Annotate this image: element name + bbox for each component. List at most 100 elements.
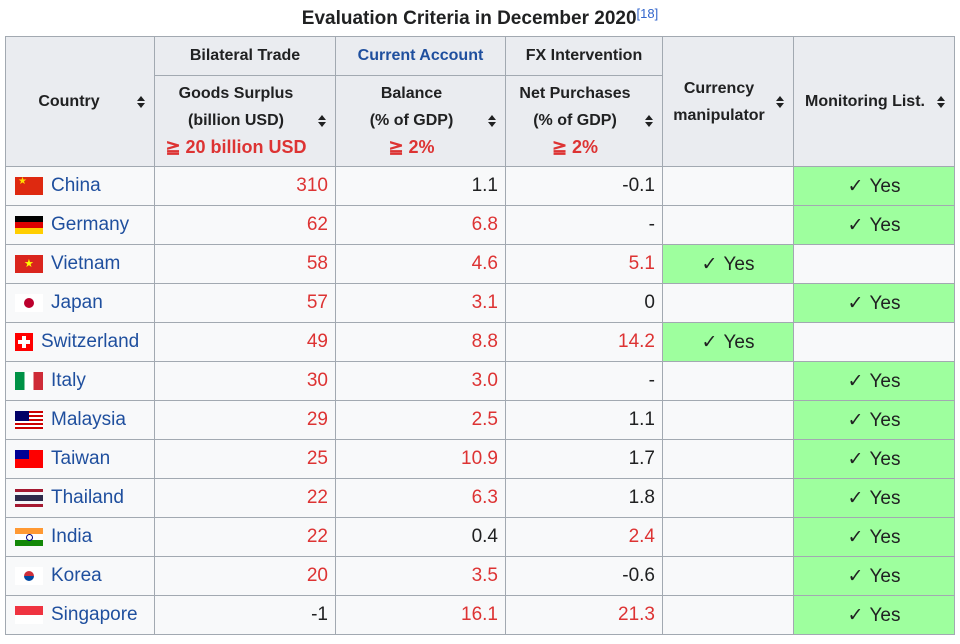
balance-cell: 3.1 bbox=[335, 283, 506, 323]
sort-icon[interactable] bbox=[776, 95, 784, 108]
country-link[interactable]: Thailand bbox=[51, 486, 124, 508]
balance-cell: 16.1 bbox=[335, 595, 506, 635]
country-cell: Malaysia bbox=[5, 400, 155, 440]
table-row: Korea 20 3.5 -0.6 ✓ Yes bbox=[5, 556, 955, 596]
country-link[interactable]: Taiwan bbox=[51, 447, 111, 469]
country-cell: Japan bbox=[5, 283, 155, 323]
fx-intervention-header: FX Intervention bbox=[505, 36, 663, 76]
balance-column-header[interactable]: Balance (% of GDP) ≧ 2% bbox=[335, 75, 506, 167]
country-cell: Singapore bbox=[5, 595, 155, 635]
germany-flag-icon bbox=[15, 215, 43, 234]
sort-icon[interactable] bbox=[137, 95, 145, 108]
check-icon: ✓ bbox=[847, 565, 864, 587]
monitoring-list-cell: ✓ Yes bbox=[793, 400, 955, 440]
country-link[interactable]: Germany bbox=[51, 213, 130, 235]
currency-manipulator-cell bbox=[662, 361, 794, 401]
goods-surplus-cell: 310 bbox=[154, 166, 336, 206]
country-link[interactable]: India bbox=[51, 525, 93, 547]
monitoring-list-cell: ✓ Yes bbox=[793, 556, 955, 596]
currency-manipulator-cell bbox=[662, 595, 794, 635]
table-row: Singapore -1 16.1 21.3 ✓ Yes bbox=[5, 595, 955, 635]
net-purchases-cell: 21.3 bbox=[505, 595, 663, 635]
current-account-header-link[interactable]: Current Account bbox=[335, 36, 506, 76]
currency-manipulator-cell bbox=[662, 439, 794, 479]
goods-surplus-cell: 20 bbox=[154, 556, 336, 596]
country-cell: Switzerland bbox=[5, 322, 155, 362]
table-body: China3101.1-0.1✓YesGermany626.8-✓YesViet… bbox=[5, 166, 955, 635]
currency-manipulator-cell: ✓ Yes bbox=[662, 322, 794, 362]
sort-icon[interactable] bbox=[645, 115, 653, 127]
table-row: Switzerland 49 8.8 14.2 ✓ Yes bbox=[5, 322, 955, 362]
vietnam-flag-icon bbox=[15, 254, 43, 273]
table-row: India 22 0.4 2.4 ✓ Yes bbox=[5, 517, 955, 557]
table-row: Italy 30 3.0- ✓ Yes bbox=[5, 361, 955, 401]
sort-icon[interactable] bbox=[488, 115, 496, 127]
balance-cell: 1.1 bbox=[335, 166, 506, 206]
check-icon: ✓ bbox=[847, 448, 864, 470]
net-purchases-cell: 1.1 bbox=[505, 400, 663, 440]
currency-manipulator-cell: ✓ Yes bbox=[662, 244, 794, 284]
net-purchases-cell: -0.1 bbox=[505, 166, 663, 206]
table-row: Malaysia 29 2.5 1.1 ✓ Yes bbox=[5, 400, 955, 440]
country-link[interactable]: Switzerland bbox=[41, 330, 140, 352]
country-link[interactable]: Malaysia bbox=[51, 408, 126, 430]
check-icon: ✓ bbox=[701, 253, 718, 275]
monitoring-list-cell: ✓ Yes bbox=[793, 478, 955, 518]
monitoring-list-column-header[interactable]: Monitoring List. bbox=[793, 36, 955, 167]
country-link[interactable]: Japan bbox=[51, 291, 103, 313]
table-row: Japan 57 3.1 0 ✓ Yes bbox=[5, 283, 955, 323]
table-row: Vietnam 584.65.1✓Yes bbox=[5, 244, 955, 284]
country-column-header[interactable]: Country bbox=[5, 36, 155, 167]
goods-surplus-cell: 22 bbox=[154, 517, 336, 557]
table-row: Germany 62 6.8- ✓ Yes bbox=[5, 205, 955, 245]
net-purchases-cell: - bbox=[505, 361, 663, 401]
country-link[interactable]: Italy bbox=[51, 369, 86, 391]
goods-surplus-cell: 62 bbox=[154, 205, 336, 245]
monitoring-list-cell: ✓ Yes bbox=[793, 283, 955, 323]
singapore-flag-icon bbox=[15, 605, 43, 624]
goods-surplus-cell: 29 bbox=[154, 400, 336, 440]
balance-cell: 10.9 bbox=[335, 439, 506, 479]
goods-criterion: ≧ 20 billion USD bbox=[165, 137, 307, 157]
country-cell: Italy bbox=[5, 361, 155, 401]
monitoring-list-cell: ✓ Yes bbox=[793, 439, 955, 479]
country-link[interactable]: Korea bbox=[51, 564, 102, 586]
net-purchases-cell: 2.4 bbox=[505, 517, 663, 557]
check-icon: ✓ bbox=[701, 331, 718, 353]
currency-manipulator-column-header[interactable]: Currency manipulator bbox=[662, 36, 794, 167]
thailand-flag-icon bbox=[15, 488, 43, 507]
japan-flag-icon bbox=[15, 293, 43, 312]
goods-surplus-cell: 30 bbox=[154, 361, 336, 401]
check-icon: ✓ bbox=[847, 604, 864, 626]
balance-cell: 8.8 bbox=[335, 322, 506, 362]
check-icon: ✓ bbox=[847, 292, 864, 314]
currency-manipulator-cell bbox=[662, 205, 794, 245]
country-link[interactable]: Vietnam bbox=[51, 252, 121, 274]
net-purchases-cell: - bbox=[505, 205, 663, 245]
country-cell: India bbox=[5, 517, 155, 557]
monitoring-list-cell bbox=[793, 244, 955, 284]
currency-manipulator-cell bbox=[662, 556, 794, 596]
net-purchases-cell: 5.1 bbox=[505, 244, 663, 284]
check-icon: ✓ bbox=[847, 487, 864, 509]
check-icon: ✓ bbox=[847, 214, 864, 236]
currency-manipulator-cell bbox=[662, 166, 794, 206]
country-cell: Vietnam bbox=[5, 244, 155, 284]
country-link[interactable]: China bbox=[51, 174, 101, 196]
goods-surplus-cell: 49 bbox=[154, 322, 336, 362]
evaluation-criteria-table: Country Bilateral Trade Current Account … bbox=[5, 36, 955, 635]
table-caption: Evaluation Criteria in December 2020[18] bbox=[0, 6, 960, 30]
reference-link[interactable]: [18] bbox=[636, 6, 659, 21]
net-purchases-cell: 14.2 bbox=[505, 322, 663, 362]
sort-icon[interactable] bbox=[318, 115, 326, 127]
goods-surplus-column-header[interactable]: Goods Surplus (billion USD) ≧ 20 billion… bbox=[154, 75, 336, 167]
sort-icon[interactable] bbox=[937, 95, 945, 108]
check-icon: ✓ bbox=[847, 526, 864, 548]
korea-flag-icon bbox=[15, 566, 43, 585]
net-purchases-column-header[interactable]: Net Purchases (% of GDP) ≧ 2% bbox=[505, 75, 663, 167]
malaysia-flag-icon bbox=[15, 410, 43, 429]
check-icon: ✓ bbox=[847, 409, 864, 431]
country-link[interactable]: Singapore bbox=[51, 603, 138, 625]
currency-manipulator-cell bbox=[662, 517, 794, 557]
